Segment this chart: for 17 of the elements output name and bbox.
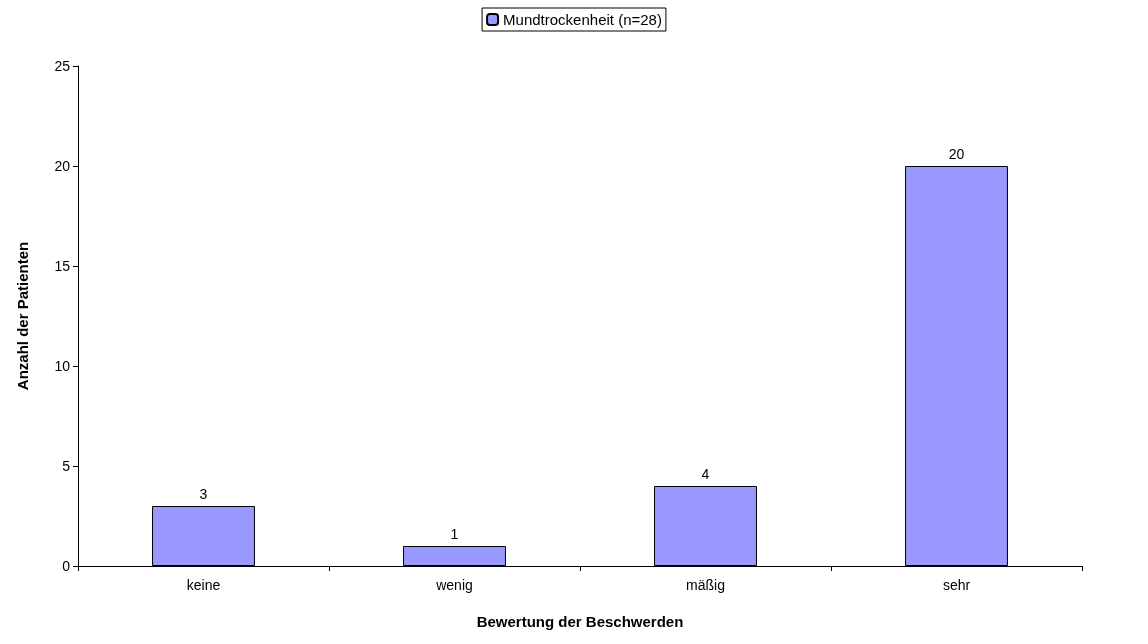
x-tick-label: sehr	[942, 577, 971, 593]
data-label: 4	[701, 466, 710, 482]
data-label: 1	[450, 526, 459, 542]
y-tick-label: 5	[62, 458, 71, 474]
data-label: 20	[948, 146, 965, 162]
y-tick-label: 10	[54, 358, 71, 374]
y-tick-label: 0	[62, 558, 71, 574]
x-axis-title: Bewertung der Beschwerden	[476, 613, 684, 630]
y-tick-label: 20	[54, 158, 71, 174]
data-label: 3	[199, 486, 208, 502]
y-tick-label: 15	[54, 258, 71, 274]
y-tick-label: 25	[54, 58, 71, 74]
legend-label: Mundtrockenheit (n=28)	[503, 11, 662, 28]
x-tick-label: wenig	[435, 577, 473, 593]
x-tick-label: mäßig	[686, 577, 725, 593]
x-tick-label: keine	[186, 577, 221, 593]
y-axis-title: Anzahl der Patienten	[14, 241, 31, 391]
